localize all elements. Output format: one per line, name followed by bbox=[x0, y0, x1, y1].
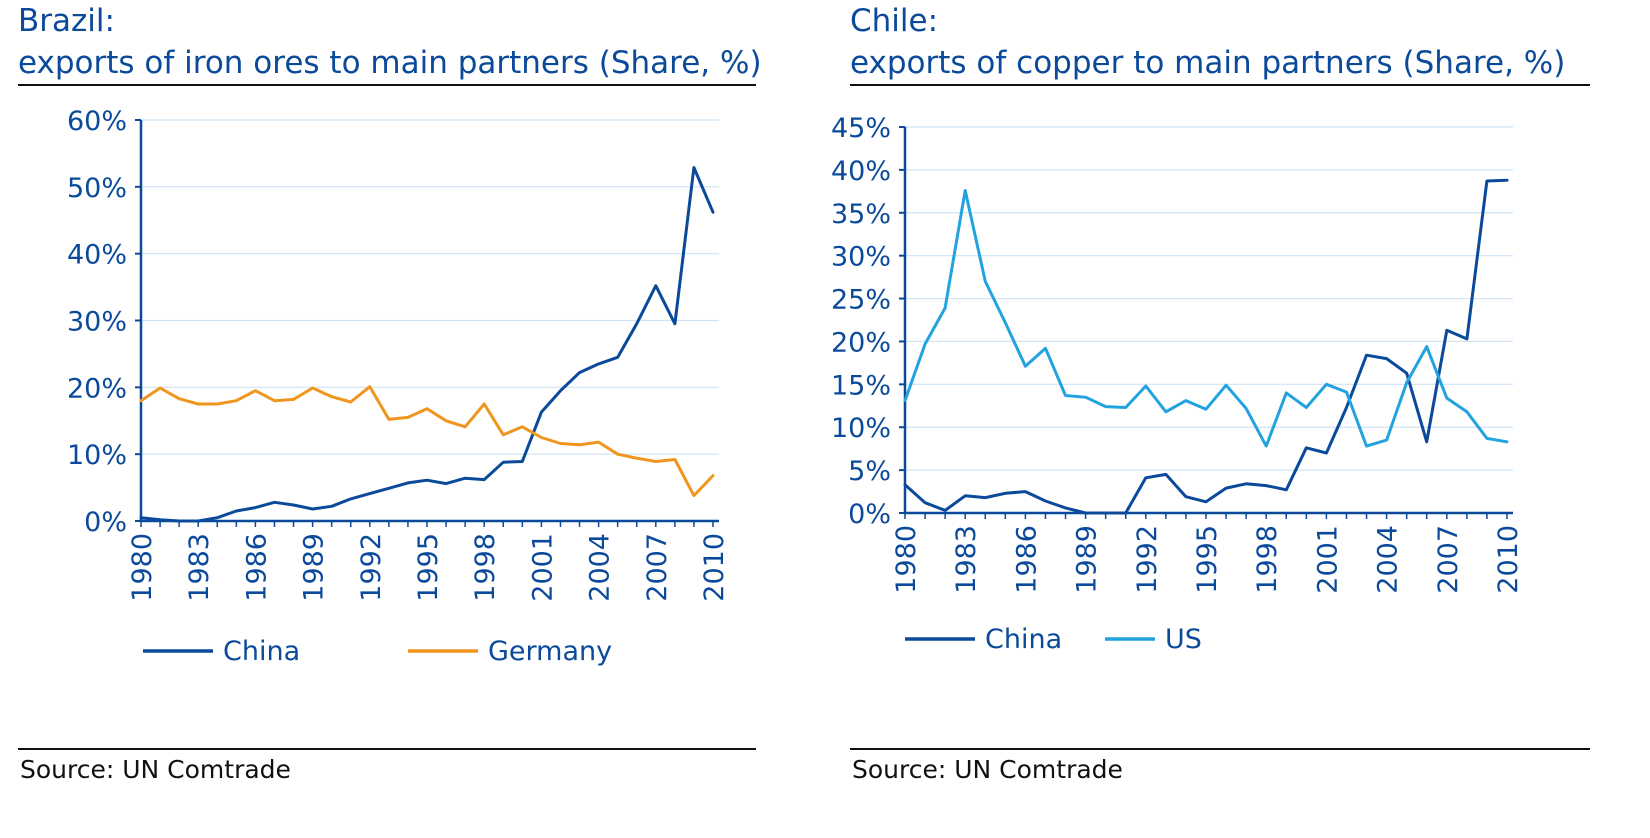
x-tick-label: 2004 bbox=[585, 533, 616, 602]
series-line-germany bbox=[139, 385, 715, 498]
x-tick-label: 2007 bbox=[642, 533, 673, 602]
source-divider bbox=[850, 748, 1590, 750]
x-tick-label: 1980 bbox=[127, 533, 158, 602]
y-tick-label: 10% bbox=[67, 440, 127, 471]
title-divider bbox=[18, 84, 756, 86]
x-tick-label: 1983 bbox=[951, 525, 982, 594]
source-note: Source: UN Comtrade bbox=[20, 755, 291, 784]
y-tick-label: 5% bbox=[848, 456, 891, 487]
legend-item-china: China bbox=[143, 636, 300, 667]
legend-label: China bbox=[223, 636, 300, 667]
x-tick-label: 1989 bbox=[299, 533, 330, 602]
x-tick-label: 2001 bbox=[527, 533, 558, 602]
legend-item-us: US bbox=[1105, 624, 1202, 655]
brazil-line-chart: 0% 10% 20% 30% 40% 50% 60% 1980 1983 1986 1989 1992… bbox=[67, 106, 730, 667]
chart-title-line1: Brazil: bbox=[18, 3, 115, 39]
y-tick-label: 45% bbox=[831, 113, 891, 144]
series-line-china bbox=[139, 166, 715, 523]
x-tick-label: 1986 bbox=[1011, 525, 1042, 594]
y-tick-label: 30% bbox=[67, 307, 127, 338]
series-line-us bbox=[903, 189, 1509, 448]
source-divider bbox=[18, 748, 756, 750]
x-tick-label: 2007 bbox=[1433, 525, 1464, 594]
x-tick-label: 1983 bbox=[184, 533, 215, 602]
legend-label: China bbox=[985, 624, 1062, 655]
y-tick-label: 20% bbox=[831, 327, 891, 358]
x-tick-label: 1980 bbox=[891, 525, 922, 594]
chile-line-chart: 0% 5% 10% 15% 20% 25% 30% 35% 40% 45% 1980 1983 1986… bbox=[831, 113, 1524, 655]
chart-title-line2: exports of iron ores to main partners (S… bbox=[18, 45, 762, 81]
x-tick-label: 2001 bbox=[1312, 525, 1343, 594]
x-tick-label: 2010 bbox=[699, 533, 730, 602]
x-tick-label: 1995 bbox=[1192, 525, 1223, 594]
x-tick-label: 1998 bbox=[1252, 525, 1283, 594]
x-tick-label: 1992 bbox=[356, 533, 387, 602]
x-tick-label: 2004 bbox=[1373, 525, 1404, 594]
y-tick-label: 10% bbox=[831, 413, 891, 444]
legend-item-china: China bbox=[905, 624, 1062, 655]
title-divider bbox=[850, 84, 1590, 86]
chile-chart-panel: Chile: exports of copper to main partner… bbox=[831, 0, 1630, 784]
y-tick-label: 35% bbox=[831, 199, 891, 230]
x-tick-label: 1998 bbox=[470, 533, 501, 602]
x-tick-label: 1986 bbox=[241, 533, 272, 602]
chart-title-line1: Chile: bbox=[850, 3, 939, 39]
series-line-china bbox=[903, 178, 1509, 515]
x-tick-label: 1995 bbox=[413, 533, 444, 602]
y-tick-label: 0% bbox=[848, 499, 891, 530]
brazil-chart-panel: Brazil: exports of iron ores to main par… bbox=[18, 0, 798, 784]
y-tick-label: 60% bbox=[67, 106, 127, 137]
source-note: Source: UN Comtrade bbox=[852, 755, 1123, 784]
x-tick-label: 1992 bbox=[1132, 525, 1163, 594]
y-tick-label: 50% bbox=[67, 173, 127, 204]
y-tick-label: 20% bbox=[67, 373, 127, 404]
y-tick-label: 40% bbox=[67, 240, 127, 271]
y-tick-label: 0% bbox=[84, 507, 127, 538]
y-tick-label: 30% bbox=[831, 242, 891, 273]
x-tick-label: 1989 bbox=[1072, 525, 1103, 594]
legend-label: Germany bbox=[488, 636, 612, 667]
legend-label: US bbox=[1165, 624, 1202, 655]
y-tick-label: 40% bbox=[831, 156, 891, 187]
x-tick-label: 2010 bbox=[1493, 525, 1524, 594]
legend-item-germany: Germany bbox=[408, 636, 612, 667]
y-tick-label: 15% bbox=[831, 370, 891, 401]
y-tick-label: 25% bbox=[831, 285, 891, 316]
chart-title-line2: exports of copper to main partners (Shar… bbox=[850, 45, 1566, 81]
